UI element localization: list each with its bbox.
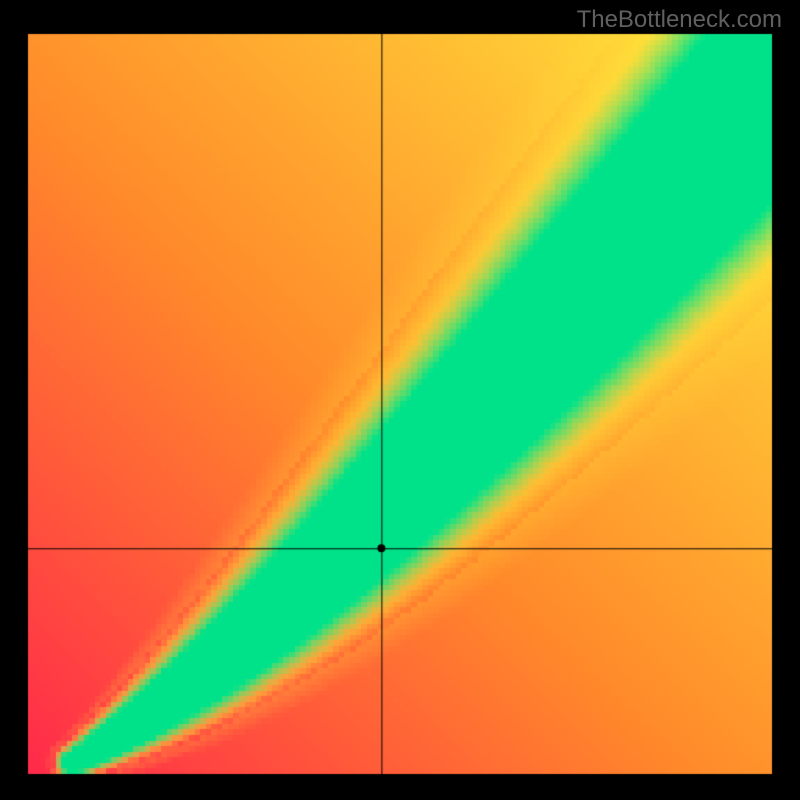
heatmap-canvas <box>0 0 800 800</box>
watermark-text: TheBottleneck.com <box>577 6 782 34</box>
chart-container: TheBottleneck.com <box>0 0 800 800</box>
